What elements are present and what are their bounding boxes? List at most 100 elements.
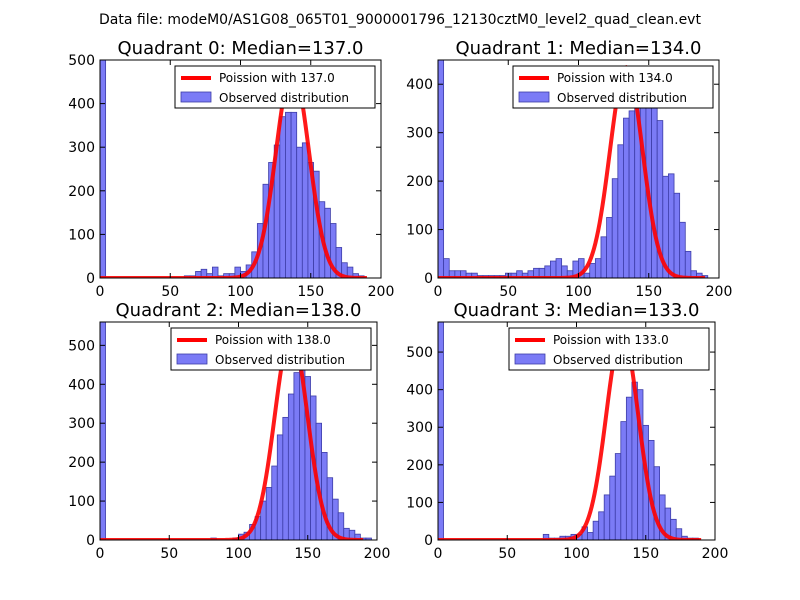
histogram-bar — [211, 266, 219, 278]
x-tick-label: 150 — [297, 284, 324, 300]
y-tick-label: 500 — [68, 338, 95, 354]
y-tick-label: 400 — [68, 377, 95, 393]
histogram-bar — [290, 111, 298, 278]
histogram-bar — [550, 260, 557, 278]
y-tick-label: 300 — [406, 420, 433, 436]
x-tick-label: 200 — [368, 284, 395, 300]
legend-label-curve: Poission with 134.0 — [557, 71, 673, 85]
y-tick-label: 500 — [406, 345, 433, 361]
panel-title: Quadrant 2: Median=138.0 — [116, 300, 362, 321]
histogram-bar — [276, 434, 284, 540]
histogram-bar — [617, 144, 624, 278]
panel-title: Quadrant 0: Median=137.0 — [118, 38, 364, 59]
y-tick-label: 500 — [68, 53, 95, 69]
panel-quadrant-0: 0 50 100 150 200 0 100 200 300 400 500 Quadrant 0: … — [68, 38, 394, 300]
histogram-bar — [100, 60, 107, 278]
histogram-bar — [443, 258, 450, 278]
y-tick-label: 0 — [86, 271, 95, 287]
legend-label-curve: Poission with 133.0 — [553, 333, 669, 347]
legend: Poission with 133.0 Observed distribution — [508, 327, 710, 371]
x-tick-label: 100 — [563, 546, 590, 562]
histogram-bar — [611, 178, 619, 278]
legend-label-observed: Observed distribution — [557, 91, 687, 105]
poisson-curve — [438, 330, 702, 540]
panel-quadrant-2: 0 50 100 150 200 0 100 200 300 400 500 Quadrant 2: … — [68, 300, 390, 562]
figure-suptitle: Data file: modeM0/AS1G08_065T01_90000017… — [99, 12, 701, 28]
y-tick-label: 100 — [406, 223, 433, 239]
histogram-bar — [293, 372, 300, 540]
y-tick-label: 100 — [68, 227, 95, 243]
histogram-bar — [598, 511, 605, 540]
x-tick-label: 50 — [499, 284, 517, 300]
x-tick-label: 50 — [161, 284, 179, 300]
panel-title: Quadrant 1: Median=134.0 — [456, 38, 702, 59]
histogram-bar — [285, 111, 292, 278]
histogram-bar — [592, 520, 600, 540]
legend-label-curve: Poission with 138.0 — [215, 333, 331, 347]
x-tick-label: 0 — [96, 284, 105, 300]
histogram-bar — [346, 266, 354, 278]
y-tick-label: 400 — [406, 383, 433, 399]
x-tick-label: 0 — [434, 284, 443, 300]
legend: Poission with 137.0 Observed distribution — [174, 65, 376, 109]
y-tick-label: 200 — [68, 455, 95, 471]
legend-label-observed: Observed distribution — [553, 353, 683, 367]
y-tick-label: 200 — [406, 458, 433, 474]
x-tick-label: 0 — [96, 546, 105, 562]
x-tick-label: 150 — [635, 284, 662, 300]
histogram-bar — [606, 217, 613, 278]
histogram-bar — [589, 263, 596, 278]
histogram-bar — [651, 100, 658, 278]
x-axis: 0 50 100 150 200 — [96, 322, 391, 562]
histogram-bar — [620, 421, 627, 540]
legend: Poission with 134.0 Observed distribution — [512, 65, 714, 109]
histogram-bar — [365, 537, 372, 540]
histogram-bar — [673, 192, 681, 278]
histogram-bar — [684, 250, 692, 278]
legend-bar-swatch — [518, 91, 550, 103]
histogram-bar — [438, 322, 444, 540]
y-tick-label: 300 — [406, 126, 433, 142]
histogram-bar — [594, 258, 602, 278]
histogram-bar — [301, 142, 309, 278]
histogram-bar — [271, 465, 278, 540]
legend-label-observed: Observed distribution — [215, 353, 345, 367]
histogram-bar — [555, 258, 563, 278]
histogram-bar — [628, 110, 636, 278]
histogram-bar — [623, 117, 630, 278]
histogram-bar — [265, 487, 273, 540]
histogram-bar — [321, 452, 328, 540]
x-axis: 0 50 100 150 200 — [434, 322, 729, 562]
y-tick-label: 0 — [86, 533, 95, 549]
y-tick-label: 300 — [68, 416, 95, 432]
histogram-bar — [668, 173, 675, 278]
y-axis: 0 100 200 300 400 500 — [68, 53, 381, 287]
histogram-bar — [614, 453, 622, 540]
x-tick-label: 100 — [225, 546, 252, 562]
histogram-bar — [438, 60, 445, 278]
panel-quadrant-3: 0 50 100 150 200 0 100 200 300 400 500 Quadrant 3: … — [406, 300, 728, 562]
histogram-bar — [296, 146, 303, 278]
y-tick-label: 200 — [68, 184, 95, 200]
x-tick-label: 0 — [434, 546, 443, 562]
x-tick-label: 150 — [294, 546, 321, 562]
y-tick-label: 100 — [68, 494, 95, 510]
x-tick-label: 50 — [160, 546, 178, 562]
x-tick-label: 150 — [632, 546, 659, 562]
y-tick-label: 400 — [406, 77, 433, 93]
histogram-bar — [603, 494, 611, 540]
x-tick-label: 50 — [498, 546, 516, 562]
histogram-bar — [287, 393, 295, 540]
y-axis: 0 100 200 300 400 — [406, 77, 719, 287]
histogram-bars — [100, 322, 372, 540]
x-tick-label: 200 — [702, 546, 729, 562]
legend-bar-swatch — [514, 353, 546, 365]
x-tick-label: 100 — [565, 284, 592, 300]
histogram-bar — [625, 396, 633, 540]
legend-label-observed: Observed distribution — [219, 91, 349, 105]
histogram-bar — [282, 416, 289, 540]
histogram-bar — [100, 322, 106, 540]
x-tick-label: 200 — [364, 546, 391, 562]
y-tick-label: 100 — [406, 495, 433, 511]
